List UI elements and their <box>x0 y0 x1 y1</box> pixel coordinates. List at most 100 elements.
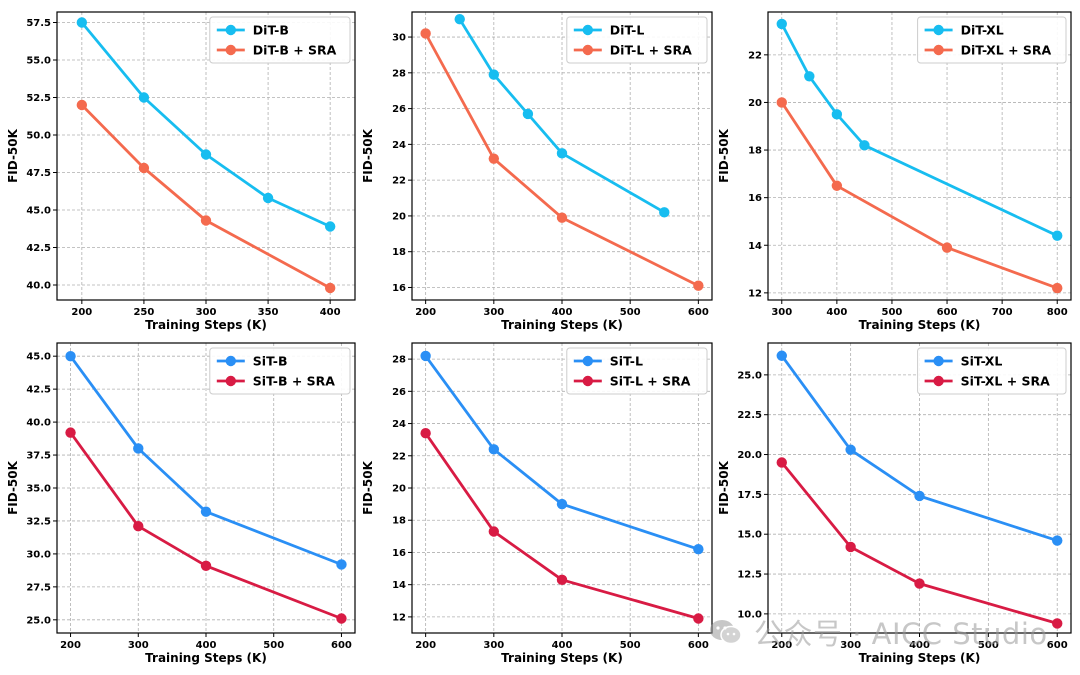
data-point <box>693 280 704 291</box>
y-tick-label: 27.5 <box>26 582 51 593</box>
legend-box <box>917 347 1067 395</box>
legend-label: SiT-B + SRA <box>253 374 335 389</box>
data-point <box>76 99 88 111</box>
y-tick-label: 20 <box>392 484 406 495</box>
chart-panel-2: 200 300 400 500 600 16 18 20 22 24 26 28 30 Training … <box>361 11 713 332</box>
y-tick-label: 12 <box>748 288 762 299</box>
y-tick-label: 17.5 <box>737 490 762 501</box>
y-tick-label: 18 <box>392 516 406 527</box>
x-tick-label: 600 <box>1047 640 1068 651</box>
data-point <box>776 18 787 30</box>
legend: SiT-B SiT-B + SRA <box>209 347 351 395</box>
data-point <box>941 242 953 253</box>
y-tick-label: 26 <box>392 387 406 398</box>
series-line-1 <box>69 354 343 566</box>
data-point <box>845 444 856 455</box>
data-point <box>859 140 870 151</box>
data-point <box>556 498 568 510</box>
data-point <box>200 215 212 226</box>
data-point <box>1052 535 1063 546</box>
series-line-2 <box>780 461 1059 625</box>
data-point <box>522 108 534 120</box>
plot-frame <box>56 11 356 301</box>
data-point <box>914 578 925 589</box>
watermark-text: 公众号 · AICC Studio <box>754 617 1048 651</box>
legend-swatch-marker <box>582 24 593 36</box>
chart-panel-3: 300 400 500 600 700 800 12 14 16 18 20 22 Training S… <box>717 11 1072 332</box>
y-tick-label: 25.0 <box>737 370 762 381</box>
y-tick-label: 12 <box>392 612 406 623</box>
y-axis-label: FID-50K <box>6 128 20 183</box>
data-point <box>556 212 568 223</box>
legend-label: DiT-L + SRA <box>610 43 692 58</box>
plot-frame <box>411 11 713 301</box>
x-tick-label: 400 <box>196 640 217 651</box>
x-tick-label: 500 <box>263 640 284 651</box>
x-tick-label: 200 <box>60 640 81 651</box>
data-point <box>488 444 500 455</box>
y-tick-label: 22 <box>392 451 406 462</box>
data-point <box>133 443 144 454</box>
legend-swatch-marker <box>933 44 944 56</box>
y-axis-label: FID-50K <box>361 128 375 183</box>
legend-swatch-marker <box>582 355 593 367</box>
chart-panel-4: 200 300 400 500 600 25.0 27.5 30.0 32.5 35.0 37.5 4… <box>6 342 356 665</box>
x-axis-label: Training Steps (K) <box>501 318 623 332</box>
series-line-1 <box>780 354 1059 542</box>
legend-label: SiT-XL <box>961 354 1003 369</box>
x-tick-label: 600 <box>688 640 709 651</box>
legend-swatch-marker <box>225 355 236 367</box>
y-tick-label: 26 <box>392 104 406 115</box>
x-tick-label: 200 <box>415 307 436 318</box>
x-tick-label: 200 <box>771 640 792 651</box>
y-tick-label: 35.0 <box>26 484 51 495</box>
legend-label: DiT-B <box>253 23 289 38</box>
y-tick-label: 16 <box>748 193 762 204</box>
x-tick-label: 600 <box>937 307 958 318</box>
data-point <box>336 613 347 624</box>
series-line-2 <box>80 103 332 290</box>
legend-swatch-marker <box>225 375 236 387</box>
y-tick-label: 14 <box>748 241 762 252</box>
y-tick-label: 57.5 <box>26 18 51 29</box>
data-point <box>420 350 431 362</box>
data-point <box>914 490 925 502</box>
series-line-1 <box>424 354 700 551</box>
x-tick-label: 600 <box>688 307 709 318</box>
data-point <box>420 28 431 39</box>
y-tick-label: 28 <box>392 68 406 79</box>
legend-label: SiT-L <box>610 354 643 369</box>
legend-label: DiT-XL <box>961 23 1004 38</box>
y-tick-label: 28 <box>392 355 406 366</box>
y-tick-label: 47.5 <box>26 168 51 179</box>
data-point <box>1052 282 1063 294</box>
y-tick-label: 32.5 <box>26 516 51 527</box>
x-tick-label: 400 <box>909 640 930 651</box>
y-tick-label: 45.0 <box>26 352 51 363</box>
x-axis-label: Training Steps (K) <box>501 651 623 665</box>
chart-panel-5: 200 300 400 500 600 12 14 16 18 20 22 24 26 28 Trainin… <box>361 342 713 665</box>
legend: SiT-L SiT-L + SRA <box>566 347 708 395</box>
x-tick-label: 400 <box>552 640 573 651</box>
x-tick-label: 500 <box>620 640 641 651</box>
legend-label: SiT-L + SRA <box>610 374 691 389</box>
x-tick-label: 300 <box>771 307 792 318</box>
x-tick-label: 300 <box>483 307 504 318</box>
data-point <box>200 149 212 160</box>
data-point <box>845 541 856 553</box>
y-tick-label: 22.5 <box>737 410 762 421</box>
y-tick-label: 50.0 <box>26 131 51 142</box>
data-point <box>133 521 144 532</box>
legend: DiT-L DiT-L + SRA <box>566 16 708 64</box>
legend-label: SiT-B <box>253 354 288 369</box>
data-point <box>488 153 500 164</box>
data-point <box>336 559 347 570</box>
y-tick-label: 18 <box>392 247 406 258</box>
legend-label: DiT-B + SRA <box>253 43 337 58</box>
y-tick-label: 20 <box>748 98 762 109</box>
data-point <box>454 13 465 25</box>
legend-swatch-marker <box>582 44 593 56</box>
series-line-2 <box>780 101 1059 290</box>
plot-frame <box>56 342 356 634</box>
legend-label: DiT-XL + SRA <box>961 43 1052 58</box>
